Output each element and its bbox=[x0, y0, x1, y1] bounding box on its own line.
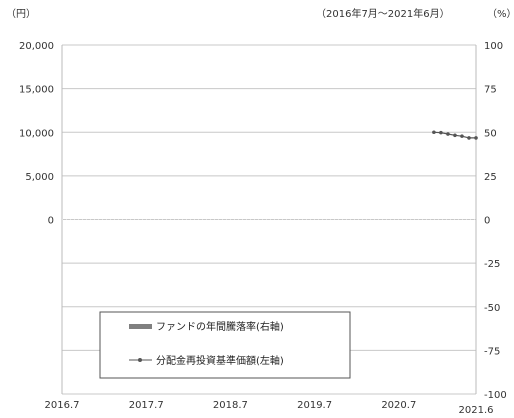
legend-label-nav: 分配金再投資基準価額(左軸) bbox=[156, 354, 284, 367]
left-axis-unit: （円） bbox=[6, 8, 36, 20]
x-tick-label: 2016.7 bbox=[45, 400, 80, 411]
legend-swatch-nav-marker bbox=[138, 358, 142, 362]
left-axis-ticks: 0 5,000 10,000 15,000 20,000 bbox=[19, 41, 54, 227]
legend-box bbox=[99, 311, 351, 379]
data-point bbox=[446, 132, 450, 136]
right-tick-label: -50 bbox=[484, 303, 500, 314]
right-tick-label: -100 bbox=[484, 390, 507, 401]
data-point bbox=[432, 130, 436, 135]
x-tick-label: 2017.7 bbox=[129, 400, 164, 411]
right-tick-label: 25 bbox=[484, 172, 497, 183]
left-tick-label: 10,000 bbox=[19, 128, 54, 139]
grid bbox=[61, 44, 477, 395]
left-tick-label: 0 bbox=[48, 216, 54, 227]
left-tick-label: 15,000 bbox=[19, 85, 54, 96]
right-tick-label: 75 bbox=[484, 85, 497, 96]
x-tick-label: 2020.7 bbox=[381, 400, 416, 411]
right-tick-label: -75 bbox=[484, 346, 500, 357]
right-tick-label: 100 bbox=[484, 41, 503, 52]
right-axis-ticks: 100 75 50 25 0 -25 -50 -75 -100 bbox=[484, 41, 507, 401]
data-point bbox=[460, 134, 464, 138]
data-point bbox=[439, 130, 443, 135]
data-point bbox=[467, 136, 471, 140]
data-point bbox=[453, 133, 457, 138]
x-tick-label: 2019.7 bbox=[297, 400, 332, 411]
right-tick-label: 0 bbox=[484, 216, 490, 227]
x-axis-ticks: 2016.7 2017.7 2018.7 2019.7 2020.7 2021.6 bbox=[45, 400, 494, 416]
right-axis-unit: （%） bbox=[487, 8, 514, 20]
left-tick-label: 20,000 bbox=[19, 41, 54, 52]
right-tick-label: 50 bbox=[484, 128, 497, 139]
legend-swatch-annual-return bbox=[129, 324, 152, 329]
period-note: （2016年7月～2021年6月） bbox=[316, 7, 450, 20]
series-group bbox=[432, 130, 478, 140]
legend: ファンドの年間騰落率(右軸) 分配金再投資基準価額(左軸) bbox=[99, 311, 351, 379]
right-tick-label: -25 bbox=[484, 259, 500, 270]
legend-label-annual-return: ファンドの年間騰落率(右軸) bbox=[156, 320, 284, 333]
x-tick-label: 2021.6 bbox=[459, 405, 494, 416]
data-point bbox=[474, 136, 478, 140]
x-tick-label: 2018.7 bbox=[213, 400, 248, 411]
left-tick-label: 5,000 bbox=[25, 172, 54, 183]
